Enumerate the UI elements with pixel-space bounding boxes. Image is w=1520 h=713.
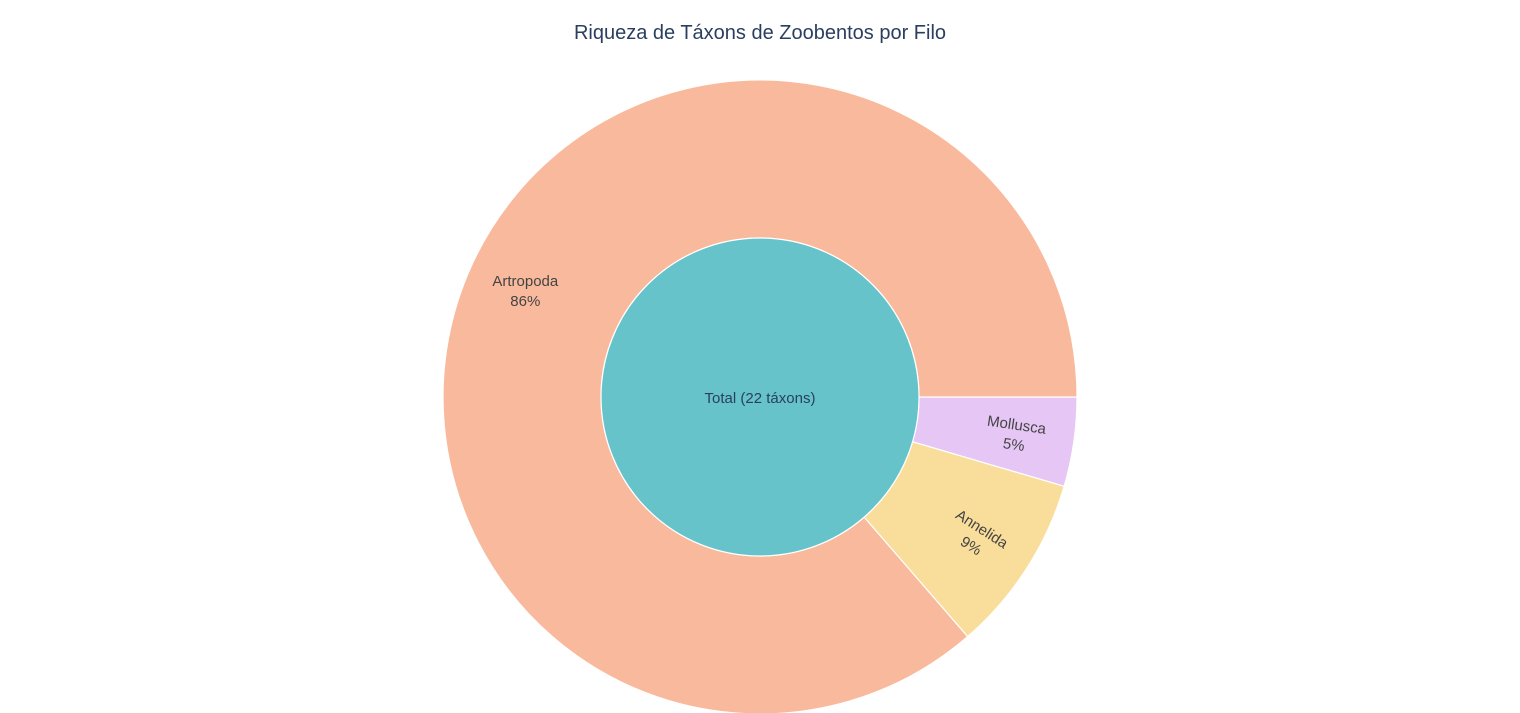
- slice-name: Artropoda: [492, 273, 559, 290]
- slice-percent: 5%: [1002, 435, 1026, 455]
- center-label: Total (22 táxons): [705, 390, 816, 407]
- center-disc[interactable]: [600, 237, 920, 557]
- slice-percent: 86%: [510, 293, 540, 310]
- slice-label-artropoda: Artropoda 86%: [492, 273, 559, 310]
- outer-ring: [442, 79, 1078, 713]
- chart-title: Riqueza de Táxons de Zoobentos por Filo: [574, 22, 946, 44]
